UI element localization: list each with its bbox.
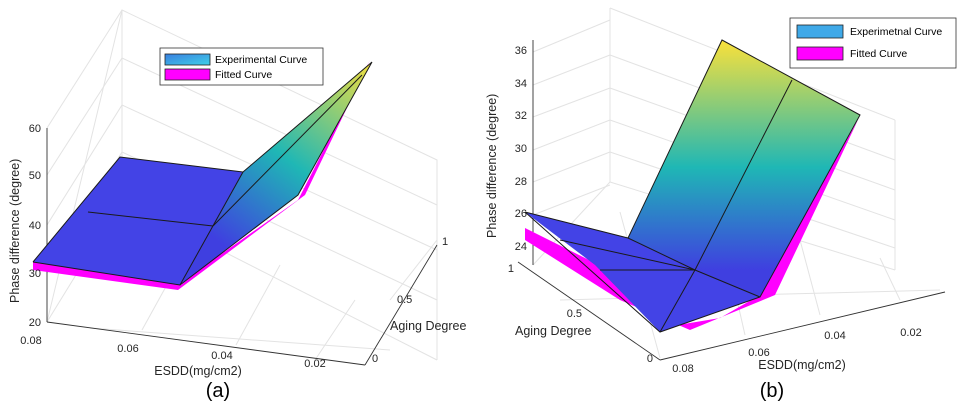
chart-b-x-ticks: 0.08 0.06 0.04 0.02 [672,327,921,375]
chart-b-z-tick: 36 [515,45,527,57]
chart-a-legend-experimental: Experimental Curve [215,54,307,66]
chart-b-mesh-lines [524,39,861,333]
chart-a-y-tick: 0.5 [397,294,412,306]
chart-b-x-tick: 0.06 [748,347,769,359]
chart-b-y-tick: 0.5 [567,308,582,320]
chart-a-z-tick: 40 [29,220,41,232]
chart-a-z-tick: 60 [29,123,41,135]
chart-a-experimental-ridge [180,62,372,285]
chart-a-zlabel: Phase difference (degree) [8,159,22,303]
chart-b-panel-label: (b) [760,380,784,402]
chart-b-legend-swatch-experimental [796,24,844,39]
chart-a-y-ticks: 0 0.5 1 [372,236,448,365]
chart-a: 20 30 40 50 60 0.08 0.06 0.04 0.02 0 0.5… [8,9,466,402]
chart-a-legend-swatch-experimental [164,53,211,66]
chart-a-z-ticks: 20 30 40 50 60 [29,123,41,329]
chart-b-y-axis [517,261,661,361]
chart-b-legend: Experimetnal Curve Fitted Curve [789,17,957,69]
chart-a-y-axis [364,244,438,366]
chart-a-mesh-lines [32,61,373,286]
chart-b-legend-fitted: Fitted Curve [850,48,907,60]
chart-a-legend-fitted: Fitted Curve [215,69,272,81]
chart-b-y-tick: 1 [508,263,514,275]
chart-a-x-tick: 0.06 [117,343,138,355]
chart-b-x-axis [659,291,946,361]
chart-b-z-tick: 32 [515,110,527,122]
chart-b-ylabel: Aging Degree [515,324,591,338]
chart-a-z-tick: 20 [29,317,41,329]
chart-a-x-ticks: 0.08 0.06 0.04 0.02 [20,335,325,370]
chart-b-x-tick: 0.08 [672,363,693,375]
chart-a-ylabel: Aging Degree [390,319,466,333]
chart-a-y-tick: 0 [372,353,378,365]
chart-a-experimental-flat [33,157,243,285]
chart-a-panel-label: (a) [206,380,230,402]
chart-a-legend: Experimental Curve Fitted Curve [159,47,324,86]
chart-b-z-tick: 28 [515,176,527,188]
chart-b-experimental-wall [628,40,860,297]
chart-b-x-tick: 0.02 [900,327,921,339]
chart-b-xlabel: ESDD(mg/cm2) [758,358,846,372]
chart-a-x-tick: 0.08 [20,335,41,347]
chart-b-legend-experimental: Experimetnal Curve [850,26,942,38]
chart-a-xlabel: ESDD(mg/cm2) [154,364,242,378]
chart-a-x-axis [46,321,366,366]
chart-a-legend-swatch-fitted [164,68,211,81]
chart-b: 24 26 28 30 32 34 36 0 0.5 1 0.08 0.06 0… [485,7,957,402]
chart-a-z-tick: 30 [29,268,41,280]
chart-a-x-tick: 0.02 [304,358,325,370]
chart-a-z-tick: 50 [29,170,41,182]
chart-a-x-tick: 0.04 [211,350,232,362]
chart-a-y-tick: 1 [442,236,448,248]
chart-b-z-tick: 34 [515,78,527,90]
chart-b-experimental-floor [525,212,760,332]
chart-b-legend-swatch-fitted [796,46,844,61]
chart-b-z-tick: 26 [515,208,527,220]
chart-b-z-tick: 30 [515,143,527,155]
chart-b-z-ticks: 24 26 28 30 32 34 36 [515,45,527,253]
chart-b-x-tick: 0.04 [824,330,845,342]
chart-b-z-tick: 24 [515,241,527,253]
chart-b-zlabel: Phase difference (degree) [485,94,499,238]
chart-b-y-tick: 0 [647,353,653,365]
chart-b-y-ticks: 0 0.5 1 [508,263,653,365]
